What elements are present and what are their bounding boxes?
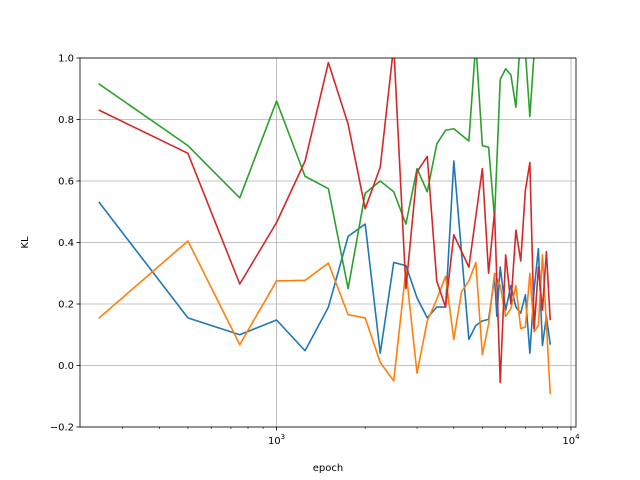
x-axis-ticks: 103 104	[122, 427, 580, 447]
x-axis-label: epoch	[313, 463, 343, 474]
y-tick-label: 1.0	[58, 54, 74, 65]
y-axis-label: KL	[20, 236, 31, 249]
y-axis-ticks: −0.2 0.0 0.2 0.4 0.6 0.8 1.0	[50, 54, 80, 434]
y-tick-label: 0.4	[58, 238, 74, 249]
series-line-1	[98, 160, 552, 355]
series-line-2	[98, 240, 552, 395]
y-tick-label: 0.8	[58, 115, 74, 126]
y-tick-label: −0.2	[50, 423, 74, 434]
y-tick-label: 0.0	[58, 361, 74, 372]
x-tick-label: 104	[562, 433, 580, 447]
series-line-4	[98, 58, 552, 384]
series-line-3	[98, 58, 535, 290]
y-tick-label: 0.6	[58, 177, 74, 188]
series-lines	[98, 58, 552, 395]
y-tick-label: 0.2	[58, 300, 74, 311]
x-tick-label: 103	[268, 433, 285, 447]
